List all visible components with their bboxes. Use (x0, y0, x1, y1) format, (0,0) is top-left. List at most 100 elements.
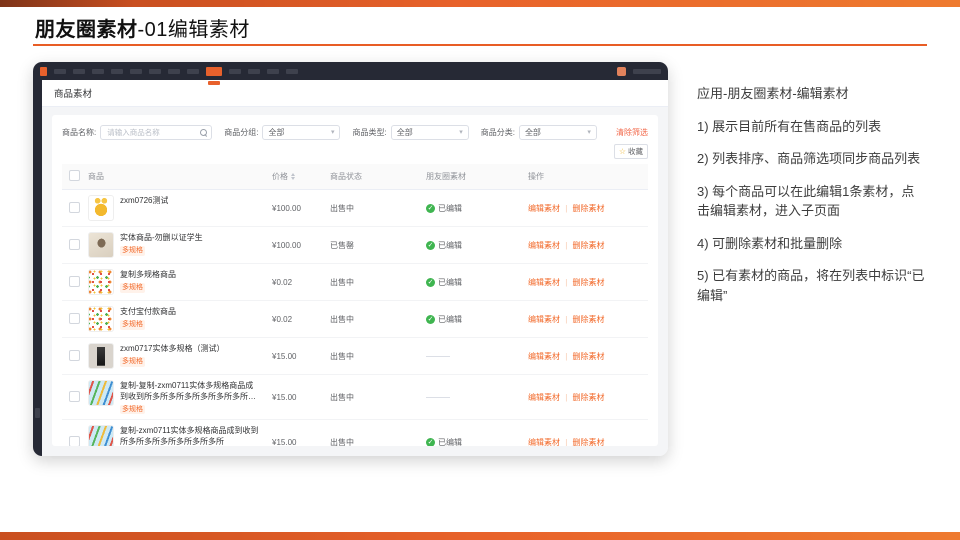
note-item-4: 4) 可删除素材和批量删除 (697, 235, 843, 251)
action-divider: | (565, 438, 568, 446)
edit-material-link[interactable]: 编辑素材 (528, 277, 560, 287)
table-row: 复制多规格商品 多规格 ¥0.02 出售中 ✓ 已编辑 编辑素材 | 删除素材 (62, 264, 648, 301)
row-checkbox[interactable] (69, 312, 80, 324)
status-cell: 出售中 (330, 203, 354, 213)
product-cell: 复制多规格商品 多规格 (88, 269, 272, 295)
delete-material-link[interactable]: 删除素材 (572, 438, 605, 446)
product-cell: 支付宝付款商品 多规格 (88, 306, 272, 332)
delete-material-link[interactable]: 删除素材 (572, 240, 605, 250)
chevron-down-icon: ▾ (330, 129, 335, 136)
title-underline (33, 44, 927, 46)
product-name: 支付宝付款商品 (120, 307, 176, 316)
row-checkbox[interactable] (69, 275, 80, 287)
header-product: 商品 (88, 172, 104, 181)
action-cell: 编辑素材 | 删除素材 (528, 203, 648, 214)
status-cell: 出售中 (330, 277, 354, 287)
product-thumbnail (88, 232, 114, 258)
content-area: 商品名称: 商品分组: 全部 ▾ 商品类型: 全部 (42, 107, 668, 456)
status-cell: 出售中 (330, 314, 354, 324)
search-icon[interactable] (200, 129, 208, 136)
delete-material-link[interactable]: 删除素材 (572, 392, 605, 402)
nav-item[interactable] (54, 68, 66, 74)
multi-spec-tag: 多规格 (120, 245, 145, 256)
price-cell: ¥0.02 (272, 277, 293, 287)
edit-material-link[interactable]: 编辑素材 (528, 314, 560, 324)
row-checkbox[interactable] (69, 390, 80, 402)
edit-material-link[interactable]: 编辑素材 (528, 392, 560, 402)
nav-item[interactable] (92, 68, 104, 74)
nav-item[interactable] (130, 68, 142, 74)
price-cell: ¥100.00 (272, 240, 301, 250)
product-cell: 复制-zxm0711实体多规格商品成到收到所多所多所多所多所多所多所 多规格 (88, 425, 272, 446)
top-navbar (33, 62, 668, 85)
favorite-button-label: 收藏 (628, 147, 643, 156)
nav-item[interactable] (229, 68, 241, 74)
select-all-checkbox[interactable] (69, 170, 80, 181)
edit-material-link[interactable]: 编辑素材 (528, 203, 560, 213)
table-body: zxm0726测试 ¥100.00 出售中 ✓ 已编辑 编辑素材 | 删除素材 … (62, 190, 648, 446)
table-header-row: 商品 价格 商品状态 朋友圈素材 操作 (62, 164, 648, 190)
row-checkbox[interactable] (69, 436, 80, 446)
group-select[interactable]: 全部 ▾ (262, 125, 341, 140)
edited-badge: ✓ 已编辑 (426, 277, 462, 288)
edit-material-link[interactable]: 编辑素材 (528, 351, 560, 361)
edited-check-icon: ✓ (426, 203, 435, 213)
nav-item[interactable] (149, 68, 161, 74)
action-cell: 编辑素材 | 删除素材 (528, 314, 648, 325)
category-select[interactable]: 全部 ▾ (518, 125, 597, 140)
no-material-dash (426, 397, 450, 399)
row-checkbox[interactable] (69, 349, 80, 361)
nav-item[interactable] (73, 68, 85, 74)
product-cell: zxm0726测试 (88, 195, 272, 221)
product-name-input[interactable] (100, 125, 213, 140)
product-cell: 复制-复制-zxm0711实体多规格商品成到收到所多所多所多所多所多所多所多所 … (88, 380, 272, 415)
header-price-label: 价格 (272, 172, 288, 181)
delete-material-link[interactable]: 删除素材 (572, 277, 605, 287)
row-checkbox[interactable] (69, 201, 80, 213)
row-checkbox[interactable] (69, 238, 80, 250)
group-filter-label: 商品分组: (224, 128, 259, 137)
clear-filters-link[interactable]: 清除筛选 (616, 128, 648, 137)
nav-item[interactable] (267, 68, 279, 74)
action-cell: 编辑素材 | 删除素材 (528, 240, 648, 251)
nav-item[interactable] (187, 68, 199, 74)
table-row: zxm0717实体多规格（测试） 多规格 ¥15.00 出售中 编辑素材 | 删… (62, 338, 648, 375)
collapsed-sidebar (33, 80, 42, 456)
edit-material-link[interactable]: 编辑素材 (528, 438, 560, 446)
delete-material-link[interactable]: 删除素材 (572, 351, 605, 361)
page-title-bold: 朋友圈素材 (35, 19, 138, 41)
header-material: 朋友圈素材 (426, 172, 466, 181)
product-cell: 实体商品-勿删以证学生 多规格 (88, 232, 272, 258)
status-cell: 出售中 (330, 392, 354, 402)
product-thumbnail (88, 195, 114, 221)
action-cell: 编辑素材 | 删除素材 (528, 277, 648, 288)
no-material-dash (426, 355, 450, 357)
favorite-button[interactable]: ☆ 收藏 (613, 144, 648, 159)
sidebar-collapse-icon[interactable] (35, 408, 40, 418)
page-title: 朋友圈素材-01编辑素材 (35, 13, 250, 42)
delete-material-link[interactable]: 删除素材 (572, 314, 605, 324)
nav-item[interactable] (168, 68, 180, 74)
price-cell: ¥0.02 (272, 314, 293, 324)
action-cell: 编辑素材 | 删除素材 (528, 437, 648, 446)
multi-spec-tag: 多规格 (120, 404, 145, 415)
table-row: zxm0726测试 ¥100.00 出售中 ✓ 已编辑 编辑素材 | 删除素材 (62, 190, 648, 227)
nav-item[interactable] (111, 68, 123, 74)
delete-material-link[interactable]: 删除素材 (572, 203, 605, 213)
nav-item[interactable] (248, 68, 260, 74)
name-filter-label: 商品名称: (62, 128, 97, 137)
material-cell: ✓ 已编辑 (426, 277, 528, 288)
type-select[interactable]: 全部 ▾ (390, 125, 469, 140)
price-sort-icon[interactable] (291, 173, 295, 180)
price-cell: ¥100.00 (272, 203, 301, 213)
nav-item-active[interactable] (206, 66, 222, 85)
breadcrumb: 商品素材 (42, 80, 668, 107)
table-row: 实体商品-勿删以证学生 多规格 ¥100.00 已售罄 ✓ 已编辑 编辑素材 |… (62, 227, 648, 264)
note-item-2: 2) 列表排序、商品筛选项同步商品列表 (697, 151, 921, 166)
user-avatar[interactable] (617, 66, 626, 76)
edit-material-link[interactable]: 编辑素材 (528, 240, 560, 250)
nav-item[interactable] (286, 68, 298, 74)
product-thumbnail (88, 269, 114, 295)
edited-badge: ✓ 已编辑 (426, 240, 462, 251)
edited-label: 已编辑 (438, 438, 462, 446)
